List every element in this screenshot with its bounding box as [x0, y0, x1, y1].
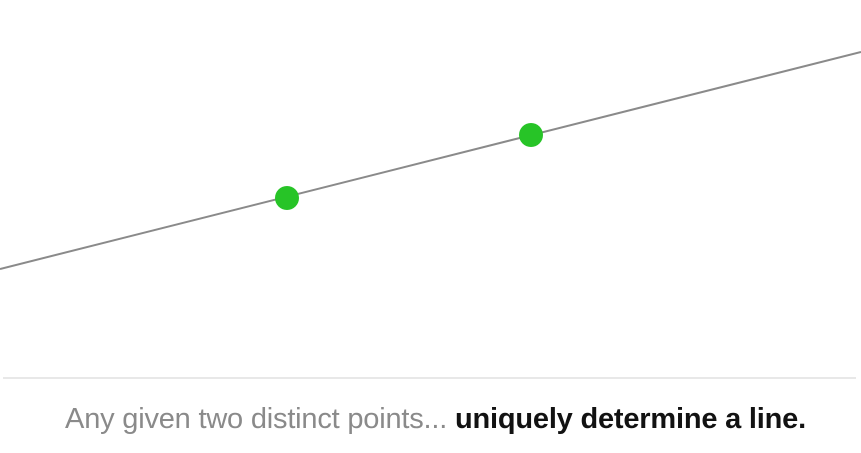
- caption-emphasis-text: uniquely determine a line.: [454, 403, 806, 435]
- geometry-svg: [0, 51, 861, 270]
- caption-muted-text: Any given two distinct points...: [65, 403, 455, 435]
- point-b[interactable]: [519, 123, 543, 147]
- diagram-canvas: [0, 51, 861, 270]
- point-a[interactable]: [275, 186, 299, 210]
- caption: Any given two distinct points... uniquel…: [10, 403, 861, 436]
- divider: [3, 377, 856, 379]
- geometry-line: [0, 51, 861, 270]
